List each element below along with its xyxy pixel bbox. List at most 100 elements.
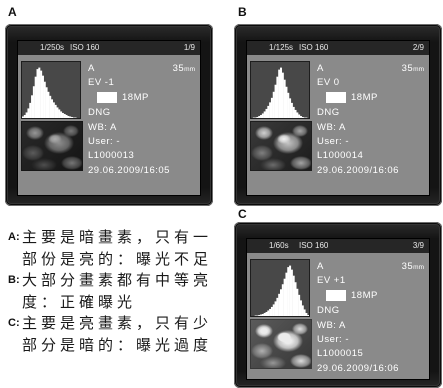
frame-counter: 2/9 [412,43,424,52]
histogram-bin [301,305,304,316]
white-balance: WB: A [317,320,346,331]
histogram-bin [261,113,264,118]
histogram-bin [298,114,301,118]
histogram-bin [25,112,28,118]
legend-key: B: [8,274,20,286]
histogram-bin [292,275,295,316]
histogram-bin [67,115,70,118]
histogram-bin [267,105,270,118]
histogram-bin [283,278,286,316]
histogram-bin [260,114,263,118]
histogram-bin [272,91,275,118]
histogram-bin [258,115,261,118]
histogram-bin [274,84,277,118]
histogram-bin [303,309,306,316]
resolution-value: 18MP [351,92,378,103]
photo-thumbnail [21,121,83,171]
histogram-bin [74,117,77,118]
info-bar: 1/125s ISO 160 2/9 [247,41,429,55]
histogram-bin [272,304,275,316]
resolution-value: 18MP [351,290,378,301]
info-bar: 1/250s ISO 160 1/9 [18,41,200,55]
camera-screen-a: 1/250s ISO 160 1/9 A 35mm EV -1 18MP DNG… [5,24,213,206]
histogram-bin [252,117,255,118]
histogram-bin [296,112,299,118]
file-format: DNG [317,107,340,118]
exposure-mode: A [317,261,324,272]
playback-display: 1/125s ISO 160 2/9 A 35mm EV 0 18MP DNG … [246,40,430,196]
playback-display: 1/250s ISO 160 1/9 A 35mm EV -1 18MP DNG… [17,40,201,196]
iso-value: ISO 160 [299,43,329,52]
histogram-bin [51,99,54,118]
histogram-bin [45,87,48,118]
histogram-bin [301,116,304,118]
legend-text-line: 部份是亮的：曝光不足 [22,249,213,268]
playback-display: 1/60s ISO 160 3/9 A 35mm EV +1 18MP DNG … [246,238,430,380]
histogram-bin [54,104,57,118]
resolution-row: 18MP [317,290,424,301]
histogram-bin [58,109,61,118]
file-format: DNG [317,305,340,316]
histogram-bin [289,265,292,316]
histogram-bin [65,114,68,118]
panel-label-a: A [8,5,17,19]
file-number: L1000014 [317,150,364,161]
histogram-bin [299,300,302,316]
histogram-bin [69,116,72,118]
histogram-bin [43,81,46,118]
histogram-bin [34,76,37,118]
camera-screen-b: 1/125s ISO 160 2/9 A 35mm EV 0 18MP DNG … [234,24,442,206]
legend-item-b: B: 大部分畫素都有中等亮 度：正確曝光 [8,270,223,313]
histogram-bin [280,67,283,118]
histogram-bin [294,109,297,118]
exposure-compensation: EV +1 [317,275,346,286]
histogram-bin [281,72,284,118]
legend-text-line: 大部分畫素都有中等亮 [22,271,213,289]
histogram-bin [267,310,270,316]
camera-screen-c: 1/60s ISO 160 3/9 A 35mm EV +1 18MP DNG … [234,222,442,388]
histogram-bin [70,116,73,118]
histogram-bin [38,67,41,118]
histogram-bin [276,76,279,118]
legend-item-a: A: 主要是暗畫素，只有一 部份是亮的：曝光不足 [8,227,223,270]
iso-value: ISO 160 [299,241,329,250]
histogram-bin [274,301,277,316]
panel-label-b: B [238,5,247,19]
resolution-box-icon [326,92,346,103]
histogram-bin [40,70,43,118]
histogram-bin [256,315,259,316]
legend-text-line: 主要是亮畫素，只有少 [22,314,213,332]
focal-length-unit: mm [413,66,424,73]
histogram-bin [285,86,288,118]
exposure-mode: A [317,63,324,74]
focal-length-unit: mm [184,66,195,73]
photo-thumbnail [250,319,312,369]
histogram-bin [294,282,297,316]
histogram-bin [290,269,293,316]
histogram-plot [254,265,309,316]
histogram-bin [303,117,306,118]
histogram-bin [258,314,261,316]
histogram-bin [29,102,32,118]
mode-row: A 35mm [88,63,195,74]
histogram-bin [269,102,272,118]
histogram-bin [263,111,266,118]
focal-length-unit: mm [413,264,424,271]
resolution-value: 18MP [122,92,149,103]
legend-key: A: [8,231,20,243]
histogram-bin [305,312,308,316]
histogram-bin [47,91,50,118]
file-number: L1000015 [317,348,364,359]
exposure-compensation: EV 0 [317,77,340,88]
histogram-bin [270,97,273,118]
histogram-bin [23,114,26,118]
histogram-plot [22,67,77,118]
histogram-bin [72,117,75,118]
exposure-compensation: EV -1 [88,77,115,88]
focal-length: 35mm [173,63,195,75]
focal-length: 35mm [402,261,424,273]
file-format: DNG [88,107,111,118]
histogram-bin [287,92,290,118]
legend-key: C: [8,317,20,329]
